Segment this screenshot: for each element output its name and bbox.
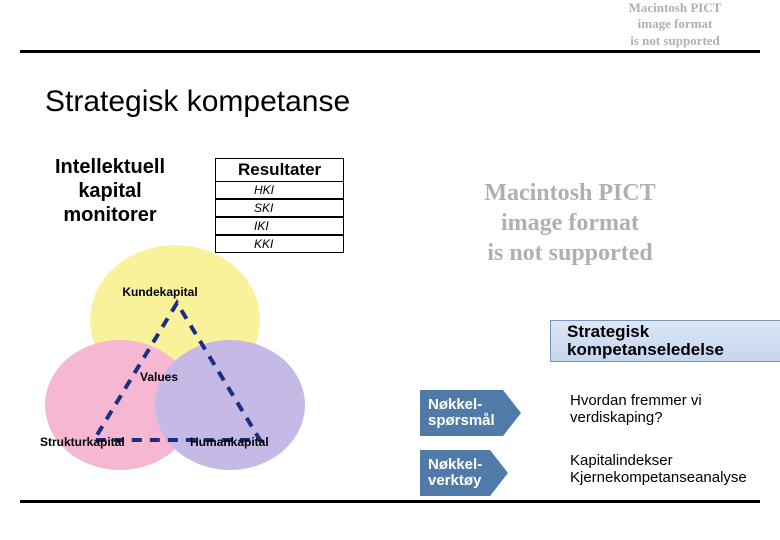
- resultater-row: SKI: [216, 200, 343, 217]
- arrowtag-body: Nøkkel- verktøy: [420, 450, 490, 496]
- resultater-row: IKI: [216, 218, 343, 235]
- arrowtag-line1: Nøkkel-: [428, 397, 495, 413]
- answer-verktøy: Kapitalindekser Kjernekompetanseanalyse: [570, 453, 780, 486]
- arrowtag-verktøy: Nøkkel- verktøy: [420, 450, 508, 496]
- arrowtag-line2: verktøy: [428, 473, 482, 489]
- venn-label-center: Values: [140, 370, 178, 384]
- venn-label-right: Humankapital: [190, 435, 269, 449]
- resultater-header: Resultater: [216, 159, 343, 182]
- bottom-rule: [20, 500, 760, 503]
- arrowtag-tip: [490, 450, 508, 496]
- top-rule: [20, 50, 760, 53]
- monitor-line3: monitorer: [40, 203, 180, 227]
- arrowtag-spørsmål: Nøkkel- spørsmål: [420, 390, 521, 436]
- resultater-row: KKI: [216, 236, 343, 252]
- venn-circle-right: [155, 340, 305, 470]
- page-title: Strategisk kompetanse: [45, 85, 350, 119]
- monitor-label: Intellektuell kapital monitorer: [40, 155, 180, 227]
- arrowtag-line1: Nøkkel-: [428, 457, 482, 473]
- answer-line1: Kapitalindekser: [570, 453, 780, 470]
- pict-placeholder-small: Macintosh PICTimage formatis not support…: [590, 2, 760, 47]
- answer-line2: verdiskaping?: [570, 410, 770, 427]
- kompetanseledelse-box: Strategisk kompetanseledelse: [550, 320, 780, 362]
- arrowtag-tip: [503, 390, 521, 436]
- answer-line2: Kjernekompetanseanalyse: [570, 470, 780, 487]
- resultater-row: HKI: [216, 182, 343, 199]
- venn-label-top: Kundekapital: [100, 285, 220, 299]
- monitor-line2: kapital: [40, 179, 180, 203]
- pict-placeholder-big: Macintosh PICTimage formatis not support…: [420, 145, 720, 300]
- answer-line1: Hvordan fremmer vi: [570, 393, 770, 410]
- venn-label-left: Strukturkapital: [40, 435, 125, 449]
- arrowtag-line2: spørsmål: [428, 413, 495, 429]
- kompetanseledelse-text: Strategisk kompetanseledelse: [567, 323, 780, 359]
- answer-spørsmål: Hvordan fremmer vi verdiskaping?: [570, 393, 770, 426]
- monitor-line1: Intellektuell: [40, 155, 180, 179]
- resultater-table: Resultater HKI SKI IKI KKI: [215, 158, 344, 253]
- arrowtag-body: Nøkkel- spørsmål: [420, 390, 503, 436]
